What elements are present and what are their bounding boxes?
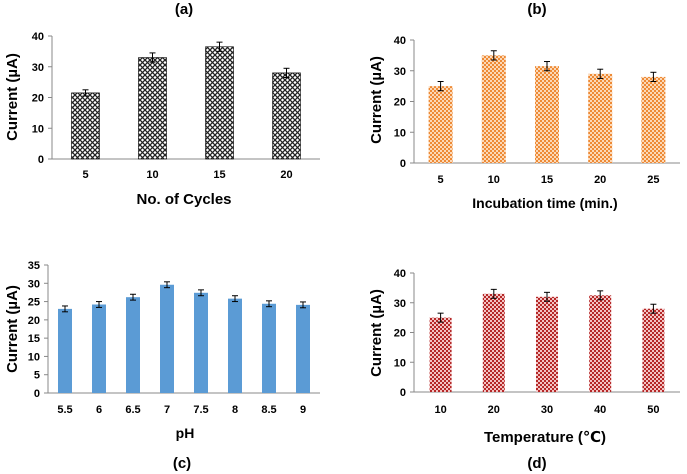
panel-c-label: (c) xyxy=(173,455,191,472)
panel-a-label: (a) xyxy=(175,1,193,18)
panel-c-y-tick-label: 20 xyxy=(28,315,40,327)
panel-b-y-tick-label: 40 xyxy=(394,35,406,47)
panel-c-x-tick-label: 8 xyxy=(232,404,238,416)
panel-c-x-tick-label: 7 xyxy=(164,404,170,416)
panel-c-x-tick-label: 9 xyxy=(300,404,306,416)
panel-c-bar xyxy=(194,292,208,393)
panel-d-chart: (d) Temperature (℃) Current (µA) 0 10 20 30… xyxy=(368,268,680,472)
panel-b-y-axis-title: Current (µA) xyxy=(368,56,385,144)
panel-d-bar xyxy=(482,293,505,392)
panel-a-x-tick-label: 20 xyxy=(280,169,292,181)
panel-c-y-axis-title: Current (µA) xyxy=(4,285,21,373)
panel-c-y-tick-label: 0 xyxy=(34,388,40,400)
panel-b-x-tick-label: 20 xyxy=(594,174,606,186)
panel-a-y-tick-label: 20 xyxy=(32,93,44,105)
panel-d-x-tick-label: 20 xyxy=(488,404,500,416)
panel-c-x-tick-label: 6.5 xyxy=(125,404,140,416)
panel-b-bar xyxy=(481,55,506,163)
panel-c-x-axis-title: pH xyxy=(176,425,195,441)
panel-b-y-tick-label: 0 xyxy=(400,158,406,170)
panel-b-x-tick-label: 15 xyxy=(541,174,553,186)
panel-b-x-tick-label: 5 xyxy=(438,174,444,186)
panel-d-y-tick-label: 30 xyxy=(394,298,406,310)
panel-a-x-tick-label: 15 xyxy=(213,169,225,181)
panel-d-x-tick-label: 40 xyxy=(594,404,606,416)
panel-c-y-tick-label: 15 xyxy=(28,333,40,345)
panel-a-chart: (a) No. of Cycles Current (µA) 0 10 20 30 40… xyxy=(4,1,320,208)
panel-d-label: (d) xyxy=(527,455,546,472)
panel-a-bar xyxy=(71,92,100,160)
panel-a-bar xyxy=(205,46,234,160)
panel-d-y-tick-label: 0 xyxy=(400,387,406,399)
panel-a-y-tick-label: 40 xyxy=(32,31,44,43)
panel-a-y-tick-label: 30 xyxy=(32,62,44,74)
panel-c-y-tick-label: 35 xyxy=(28,260,40,272)
panel-b-y-tick-label: 10 xyxy=(394,127,406,139)
panel-c-chart: (c) pH Current (µA) 0 5 10 15 20 25 30 35 5.5 6 6.… xyxy=(4,260,320,472)
panel-c-x-tick-label: 7.5 xyxy=(193,404,208,416)
panel-a-y-tick-label: 10 xyxy=(32,123,44,135)
panel-c-bar xyxy=(160,284,174,393)
panel-b-x-tick-label: 25 xyxy=(647,174,659,186)
panel-c-y-tick-label: 25 xyxy=(28,297,40,309)
panel-b-label: (b) xyxy=(527,1,546,18)
panel-d-y-tick-label: 10 xyxy=(394,357,406,369)
panel-c-bar xyxy=(126,297,140,393)
panel-b-y-tick-label: 20 xyxy=(394,97,406,109)
panel-b-chart: (b) Incubation time (min.) Current (µA) … xyxy=(368,1,680,211)
panel-d-x-axis-title: Temperature (℃) xyxy=(484,429,606,446)
panel-c-bar xyxy=(296,304,310,393)
panel-c-bar xyxy=(262,303,276,393)
panel-d-x-tick-label: 30 xyxy=(541,404,553,416)
panel-c-x-tick-label: 8.5 xyxy=(261,404,276,416)
panel-d-bar xyxy=(642,308,665,392)
panel-a-y-tick-label: 0 xyxy=(38,154,44,166)
panel-d-y-axis-title: Current (µA) xyxy=(368,289,385,377)
panel-a-bar xyxy=(138,57,167,160)
panel-c-y-tick-label: 10 xyxy=(28,351,40,363)
panel-c-x-tick-label: 5.5 xyxy=(57,404,72,416)
panel-d-y-tick-label: 20 xyxy=(394,328,406,340)
panel-b-x-tick-label: 10 xyxy=(488,174,500,186)
panel-d-bar xyxy=(536,296,558,392)
panel-c-bar xyxy=(58,308,72,393)
panel-d-y-tick-label: 40 xyxy=(394,268,406,280)
panel-a-x-tick-label: 10 xyxy=(146,169,158,181)
panel-d-bar xyxy=(429,317,452,392)
panel-a-x-axis-title: No. of Cycles xyxy=(136,191,231,208)
panel-d-bar xyxy=(589,295,612,392)
panel-b-bar xyxy=(428,86,453,163)
panel-b-bar xyxy=(588,73,613,163)
panel-b-bar xyxy=(535,66,559,163)
panel-c-bar xyxy=(92,304,106,393)
panel-a-x-tick-label: 5 xyxy=(82,169,88,181)
panel-d-x-tick-label: 10 xyxy=(434,404,446,416)
panel-b-bar xyxy=(641,76,666,163)
panel-b-y-tick-label: 30 xyxy=(394,66,406,78)
panel-d-x-tick-label: 50 xyxy=(647,404,659,416)
panel-c-bar xyxy=(228,298,242,393)
panel-a-y-axis-title: Current (µA) xyxy=(4,53,21,141)
panel-c-y-tick-label: 30 xyxy=(28,278,40,290)
panel-c-y-tick-label: 5 xyxy=(34,370,40,382)
panel-c-x-tick-label: 6 xyxy=(96,404,102,416)
panel-a-bar xyxy=(272,72,301,160)
panel-b-x-axis-title: Incubation time (min.) xyxy=(472,195,617,211)
